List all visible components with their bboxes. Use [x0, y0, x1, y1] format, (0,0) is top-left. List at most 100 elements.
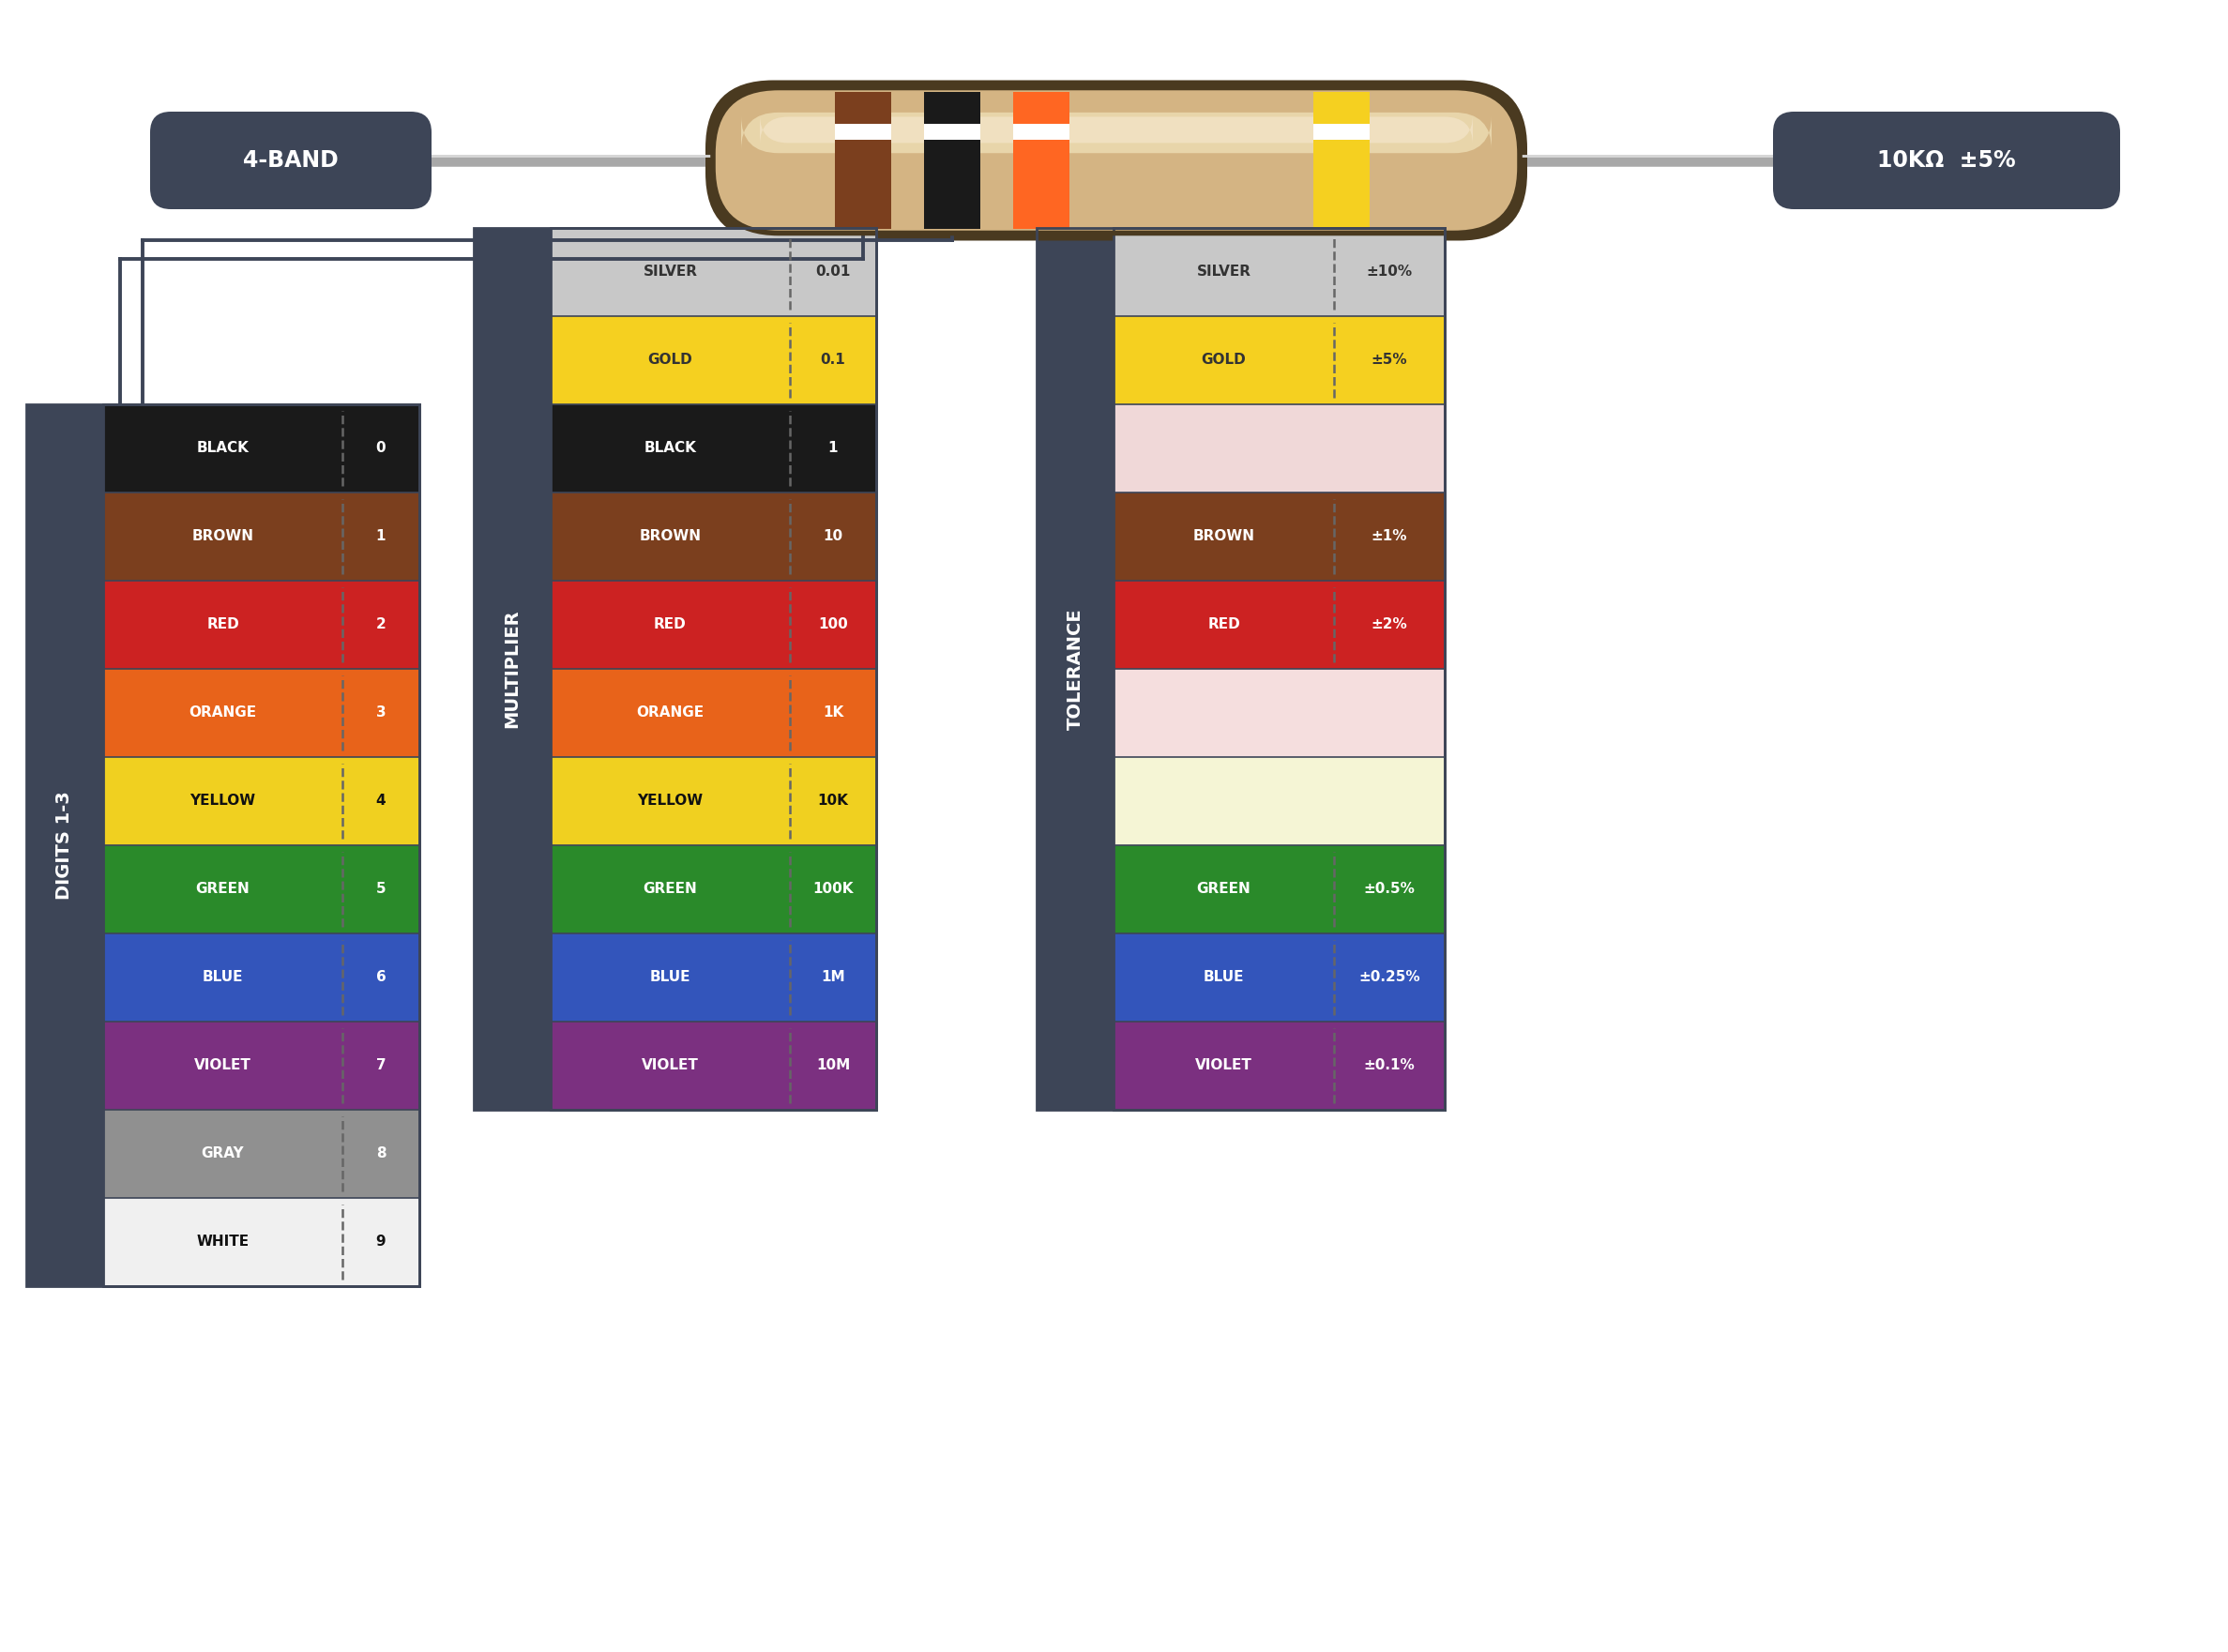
Text: RED: RED — [1208, 618, 1241, 631]
FancyBboxPatch shape — [27, 405, 102, 1287]
Text: 7: 7 — [377, 1059, 385, 1072]
FancyBboxPatch shape — [1335, 933, 1444, 1021]
FancyBboxPatch shape — [550, 316, 791, 405]
Text: 10: 10 — [822, 530, 842, 544]
Text: BLUE: BLUE — [1203, 970, 1243, 985]
FancyBboxPatch shape — [102, 492, 343, 582]
Text: 100: 100 — [818, 618, 849, 631]
Text: TOLERANCE: TOLERANCE — [1067, 608, 1085, 730]
FancyBboxPatch shape — [742, 112, 1491, 154]
FancyBboxPatch shape — [1114, 933, 1335, 1021]
Text: ±5%: ±5% — [1370, 354, 1408, 367]
FancyBboxPatch shape — [1335, 405, 1444, 492]
FancyBboxPatch shape — [343, 1110, 419, 1198]
FancyBboxPatch shape — [550, 492, 791, 582]
FancyBboxPatch shape — [1335, 316, 1444, 405]
Text: ±0.1%: ±0.1% — [1364, 1059, 1415, 1072]
FancyBboxPatch shape — [1312, 124, 1370, 140]
Text: DIGITS 1-3: DIGITS 1-3 — [56, 791, 74, 900]
Text: 10M: 10M — [815, 1059, 851, 1072]
Text: VIOLET: VIOLET — [1194, 1059, 1252, 1072]
FancyBboxPatch shape — [1114, 316, 1335, 405]
FancyBboxPatch shape — [102, 1198, 343, 1287]
FancyBboxPatch shape — [1335, 1021, 1444, 1110]
FancyBboxPatch shape — [1335, 582, 1444, 669]
Text: ORANGE: ORANGE — [637, 705, 704, 720]
FancyBboxPatch shape — [102, 1110, 343, 1198]
Text: 8: 8 — [377, 1146, 385, 1161]
FancyBboxPatch shape — [550, 933, 791, 1021]
FancyBboxPatch shape — [1114, 846, 1335, 933]
Text: GREEN: GREEN — [644, 882, 697, 897]
Text: BROWN: BROWN — [639, 530, 702, 544]
FancyBboxPatch shape — [475, 228, 550, 1110]
FancyBboxPatch shape — [791, 228, 876, 316]
Text: 9: 9 — [377, 1236, 385, 1249]
Text: SILVER: SILVER — [644, 264, 697, 279]
FancyBboxPatch shape — [550, 669, 791, 757]
FancyBboxPatch shape — [791, 405, 876, 492]
Text: ±10%: ±10% — [1366, 264, 1413, 279]
FancyBboxPatch shape — [760, 116, 1473, 145]
FancyBboxPatch shape — [550, 582, 791, 669]
Text: MULTIPLIER: MULTIPLIER — [504, 610, 521, 729]
FancyBboxPatch shape — [343, 933, 419, 1021]
FancyBboxPatch shape — [1014, 124, 1069, 140]
Text: GREEN: GREEN — [196, 882, 250, 897]
FancyBboxPatch shape — [1114, 228, 1444, 1110]
FancyBboxPatch shape — [1036, 228, 1114, 1110]
FancyBboxPatch shape — [925, 124, 980, 140]
Text: GRAY: GRAY — [201, 1146, 245, 1161]
Text: 2: 2 — [377, 618, 385, 631]
Text: BLACK: BLACK — [644, 441, 697, 456]
Text: 100K: 100K — [813, 882, 853, 897]
FancyBboxPatch shape — [791, 846, 876, 933]
FancyBboxPatch shape — [343, 582, 419, 669]
FancyBboxPatch shape — [102, 1021, 343, 1110]
Text: YELLOW: YELLOW — [637, 795, 704, 808]
Text: 0: 0 — [377, 441, 385, 456]
FancyBboxPatch shape — [791, 933, 876, 1021]
Text: 1: 1 — [829, 441, 838, 456]
Text: VIOLET: VIOLET — [642, 1059, 700, 1072]
FancyBboxPatch shape — [791, 669, 876, 757]
Text: 4: 4 — [377, 795, 385, 808]
Text: 1: 1 — [377, 530, 385, 544]
FancyBboxPatch shape — [1335, 669, 1444, 757]
FancyBboxPatch shape — [791, 492, 876, 582]
Text: RED: RED — [655, 618, 686, 631]
Text: 0.01: 0.01 — [815, 264, 851, 279]
FancyBboxPatch shape — [550, 846, 791, 933]
FancyBboxPatch shape — [791, 316, 876, 405]
FancyBboxPatch shape — [550, 1021, 791, 1110]
Text: GREEN: GREEN — [1196, 882, 1250, 897]
Text: 0.1: 0.1 — [820, 354, 847, 367]
FancyBboxPatch shape — [102, 669, 343, 757]
FancyBboxPatch shape — [1335, 757, 1444, 846]
Text: GOLD: GOLD — [1201, 354, 1245, 367]
FancyBboxPatch shape — [791, 757, 876, 846]
FancyBboxPatch shape — [102, 582, 343, 669]
FancyBboxPatch shape — [102, 405, 419, 1287]
Text: BLUE: BLUE — [651, 970, 691, 985]
FancyBboxPatch shape — [343, 492, 419, 582]
FancyBboxPatch shape — [102, 405, 343, 492]
Text: 10K: 10K — [818, 795, 849, 808]
Text: 3: 3 — [377, 705, 385, 720]
FancyBboxPatch shape — [1114, 669, 1335, 757]
FancyBboxPatch shape — [343, 405, 419, 492]
FancyBboxPatch shape — [1114, 228, 1335, 316]
Text: BROWN: BROWN — [192, 530, 254, 544]
FancyBboxPatch shape — [1335, 492, 1444, 582]
FancyBboxPatch shape — [706, 81, 1526, 241]
FancyBboxPatch shape — [149, 112, 432, 210]
Text: ±1%: ±1% — [1370, 530, 1408, 544]
Text: 4-BAND: 4-BAND — [243, 149, 339, 172]
FancyBboxPatch shape — [343, 669, 419, 757]
FancyBboxPatch shape — [102, 933, 343, 1021]
Text: ORANGE: ORANGE — [189, 705, 256, 720]
FancyBboxPatch shape — [550, 228, 791, 316]
FancyBboxPatch shape — [1114, 582, 1335, 669]
Text: WHITE: WHITE — [196, 1236, 250, 1249]
FancyBboxPatch shape — [791, 1021, 876, 1110]
